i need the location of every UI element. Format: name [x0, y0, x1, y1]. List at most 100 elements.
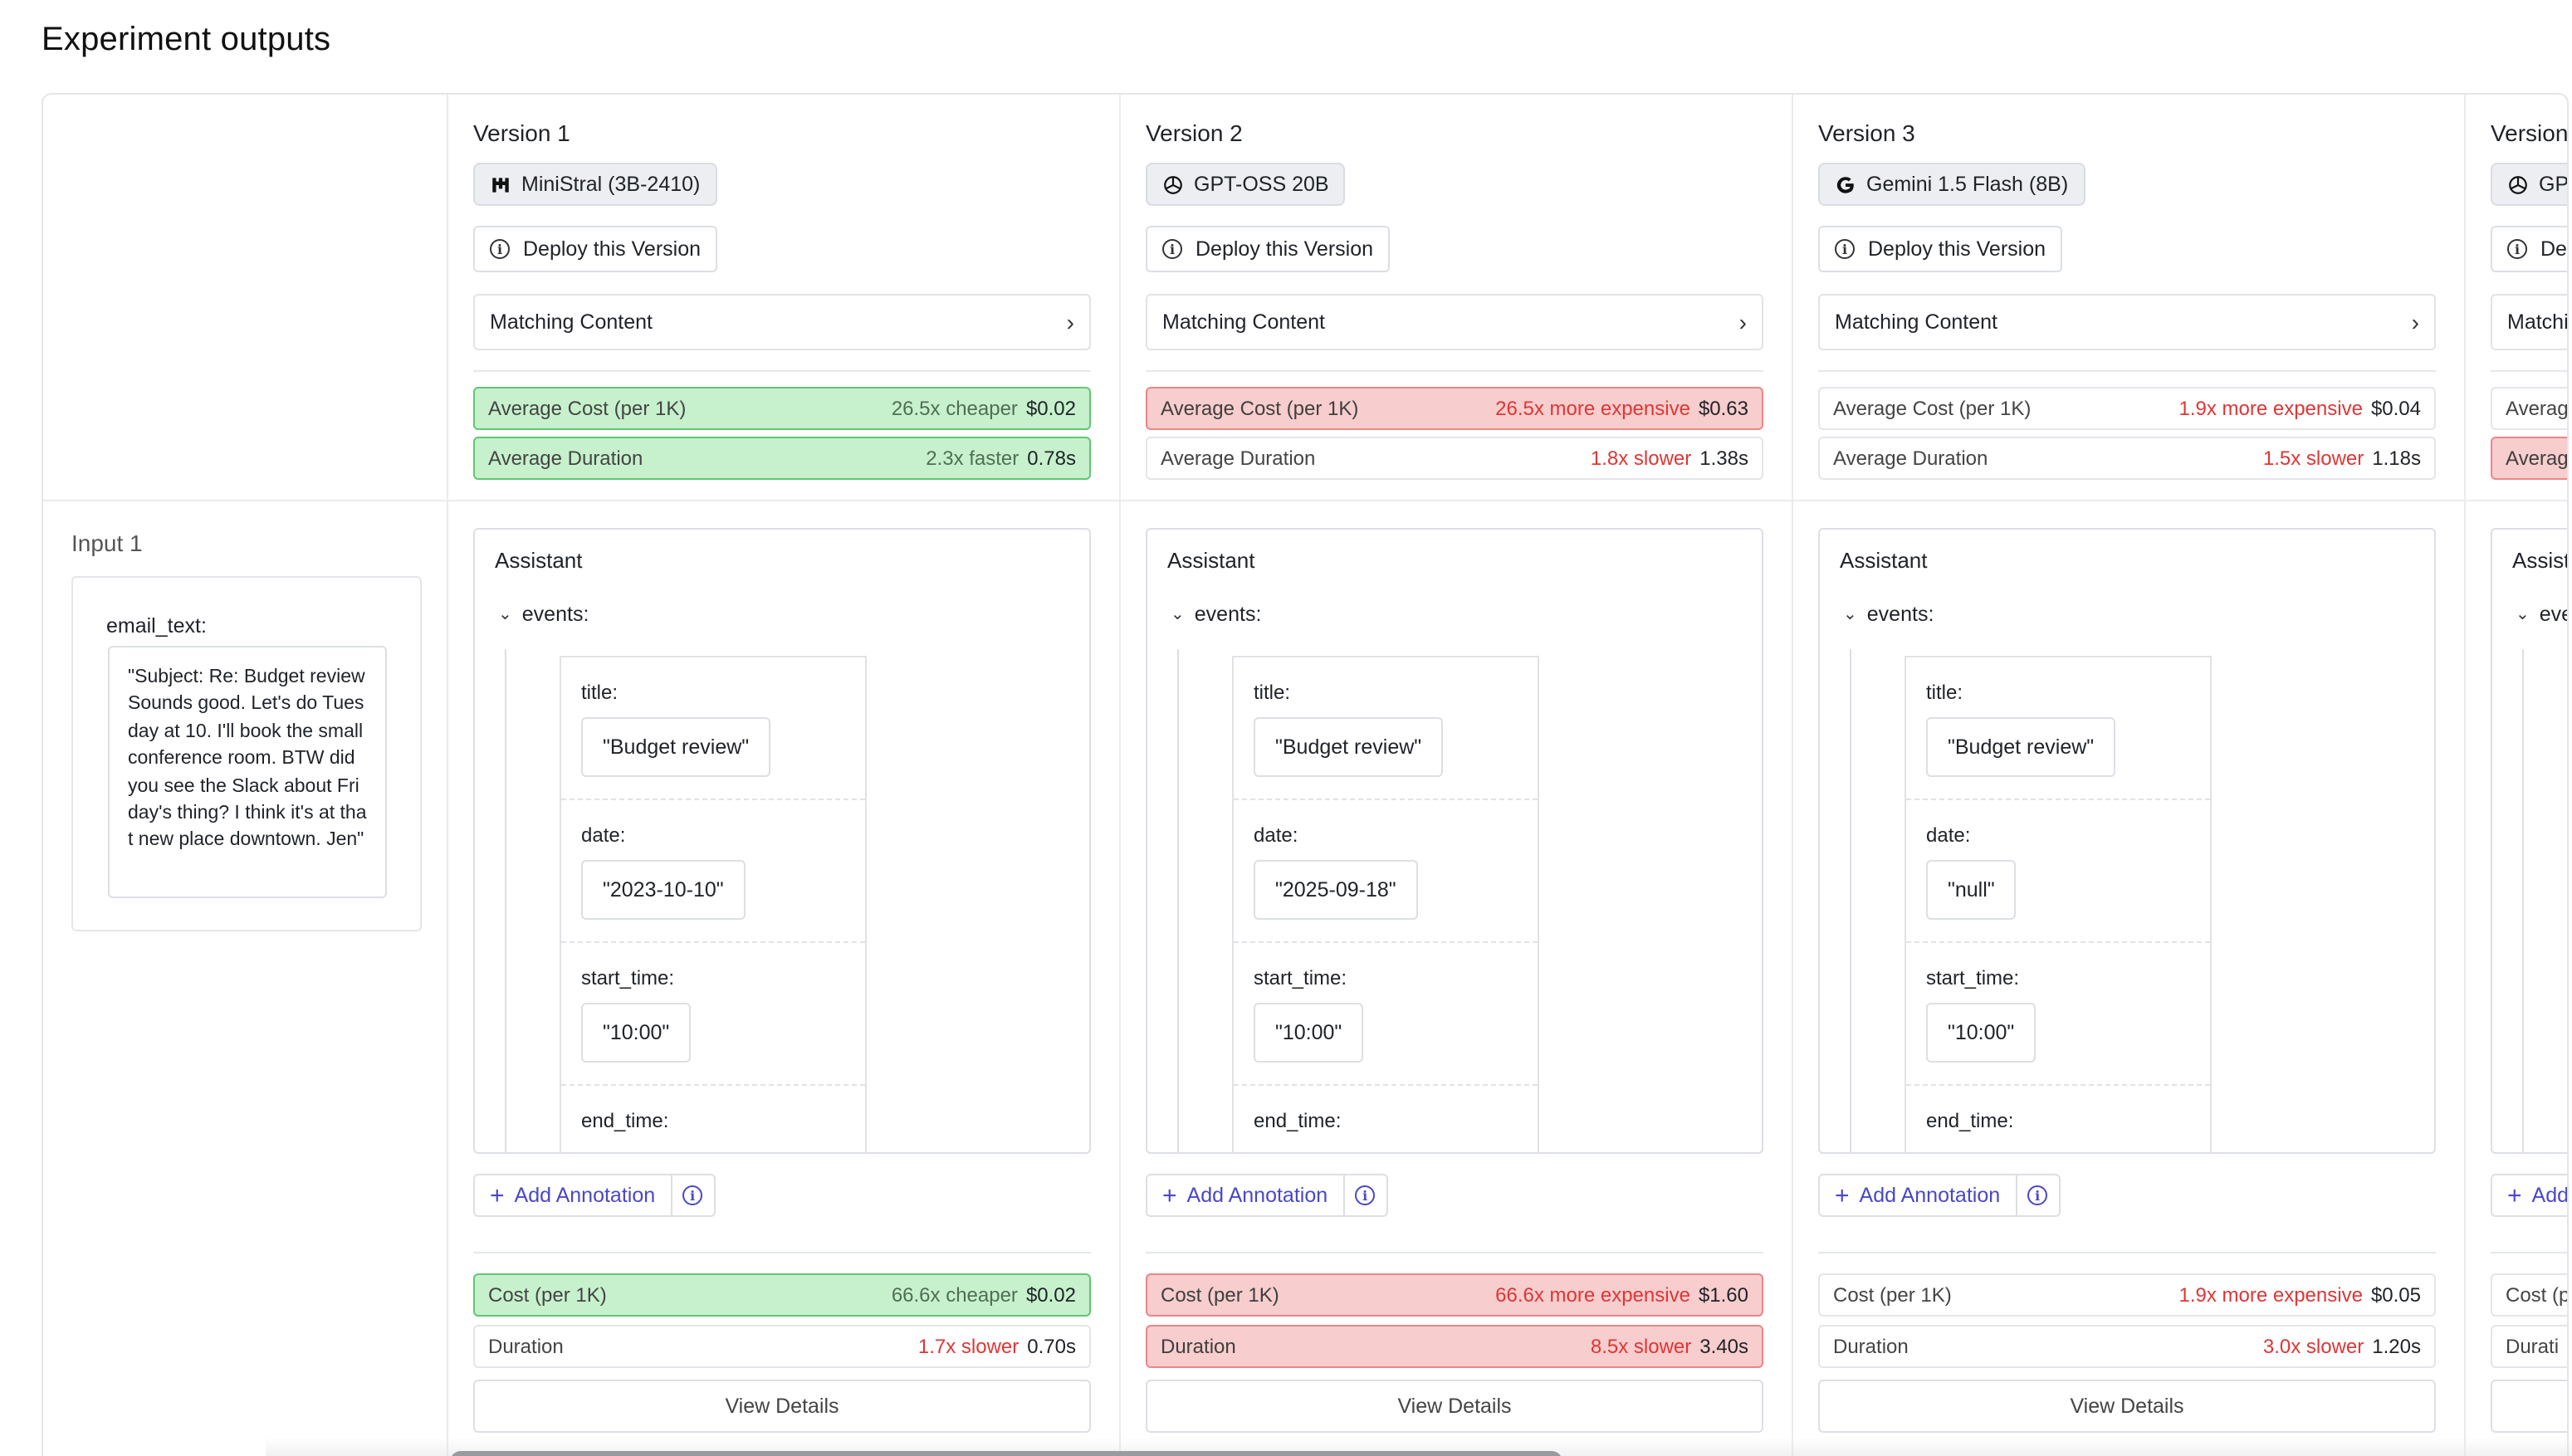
matching-content-button[interactable]: Matchi	[2491, 294, 2567, 350]
duration-comparison: 8.5x slower	[1590, 1335, 1692, 1358]
avg-cost-metric: Average Cost (per 1K) 26.5x more expensi…	[1146, 387, 1763, 430]
events-toggle[interactable]: ⌄ events:	[498, 603, 589, 626]
plus-icon: +	[490, 1181, 505, 1209]
model-badge[interactable]: GPT	[2491, 163, 2567, 206]
field-start-time: start_time: "10:00"	[561, 943, 865, 1086]
field-label: date:	[581, 823, 626, 847]
cost-comparison: 1.9x more expensive	[2178, 1283, 2363, 1307]
events-label: events:	[521, 603, 589, 626]
metric-divider	[1146, 1252, 1763, 1253]
avg-duration-value: 1.38s	[1699, 447, 1748, 470]
version-column-3: Version 3 Gemini 1.5 Flash (8B) i Deploy…	[1793, 95, 2467, 1456]
chevron-down-icon: ⌄	[2516, 605, 2530, 623]
avg-duration-metric: Average Duration 1.8x slower 1.38s	[1146, 437, 1763, 480]
matching-content-button[interactable]: Matching Content ›	[1818, 294, 2436, 350]
matching-content-label: Matching Content	[1162, 310, 1325, 334]
model-name: Gemini 1.5 Flash (8B)	[1866, 173, 2069, 196]
plus-icon: +	[1835, 1181, 1850, 1209]
version-title: Version 2	[1146, 120, 1243, 146]
assistant-card: Assistant ⌄ events: title: "Budget revie…	[1818, 528, 2436, 1154]
field-value: "Budget review"	[581, 717, 771, 777]
duration-metric: Duration 1.7x slower 0.70s	[473, 1325, 1091, 1368]
field-date: date: "2023-10-10"	[561, 800, 865, 943]
chevron-down-icon: ⌄	[1171, 605, 1185, 623]
matching-content-label: Matching Content	[1835, 310, 1997, 334]
view-details-label: View Details	[1397, 1395, 1512, 1418]
view-details-button[interactable]	[2491, 1380, 2567, 1433]
input-key: email_text:	[106, 614, 207, 638]
add-annotation-button[interactable]: + Add Annotation	[1820, 1175, 2015, 1215]
version-title: Version 1	[473, 120, 570, 146]
info-icon: i	[1162, 239, 1182, 259]
column-divider	[447, 95, 448, 1456]
view-details-button[interactable]: View Details	[473, 1380, 1091, 1433]
model-badge[interactable]: GPT-OSS 20B	[1146, 163, 1346, 206]
assistant-label: Assistant	[1167, 548, 1255, 573]
deploy-label: Deploy this Version	[523, 237, 702, 261]
deploy-button[interactable]: i Deploy this Version	[1146, 226, 1391, 272]
cost-value: $1.60	[1698, 1283, 1748, 1307]
tree-line	[2522, 649, 2524, 1152]
plus-icon: +	[2507, 1181, 2522, 1209]
version-title: Version	[2491, 120, 2569, 146]
events-toggle[interactable]: ⌄ events:	[1843, 603, 1934, 626]
matching-content-button[interactable]: Matching Content ›	[473, 294, 1091, 350]
field-start-time: start_time: "10:00"	[1234, 943, 1538, 1086]
column-divider	[1119, 95, 1121, 1456]
field-label: title:	[581, 681, 619, 704]
avg-duration-label: Average Duration	[488, 447, 643, 470]
experiment-grid: Input 1 email_text: "Subject: Re: Budget…	[42, 93, 2569, 1456]
annotation-info-button[interactable]: i	[670, 1175, 713, 1215]
field-label: end_time:	[1926, 1109, 2014, 1132]
events-toggle[interactable]: ⌄ events:	[1171, 603, 1261, 626]
avg-cost-value: $0.63	[1698, 397, 1748, 420]
avg-cost-metric: Average Cost (per 1K) 1.9x more expensiv…	[1818, 387, 2436, 430]
events-toggle[interactable]: ⌄ eve	[2516, 603, 2567, 626]
duration-label: Duration	[488, 1335, 564, 1358]
duration-comparison: 1.7x slower	[917, 1335, 1020, 1358]
add-annotation-button[interactable]: + Add Annotation	[475, 1175, 670, 1215]
avg-cost-comparison: 26.5x more expensive	[1495, 397, 1690, 420]
duration-comparison: 3.0x slower	[2262, 1335, 2364, 1358]
field-title: title: "Budget review"	[1234, 657, 1538, 800]
deploy-button[interactable]: i Deploy this Version	[1818, 226, 2063, 272]
metric-divider	[473, 1252, 1091, 1253]
cost-metric: Cost (per 1K) 66.6x cheaper $0.02	[473, 1273, 1091, 1317]
avg-duration-metric: Averag	[2491, 437, 2567, 480]
deploy-button[interactable]: i Deploy this Version	[473, 226, 718, 272]
model-name: MiniStral (3B-2410)	[521, 173, 701, 196]
horizontal-scrollbar-thumb[interactable]	[450, 1451, 1562, 1456]
field-date: date: "2025-09-18"	[1234, 800, 1538, 943]
events-label: events:	[1866, 603, 1934, 626]
add-annotation-button[interactable]: + Add	[2492, 1175, 2567, 1215]
deploy-button[interactable]: i De	[2491, 226, 2567, 272]
matching-content-label: Matching Content	[490, 310, 653, 334]
annotation-info-button[interactable]: i	[2015, 1175, 2058, 1215]
cost-metric: Cost (per 1K) 66.6x more expensive $1.60	[1146, 1273, 1763, 1317]
deploy-label: Deploy this Version	[1868, 237, 2046, 261]
tree-line	[505, 649, 506, 1152]
model-name: GPT-OSS 20B	[1194, 173, 1329, 196]
avg-cost-label: Average Cost (per 1K)	[1161, 397, 1359, 420]
avg-cost-comparison: 26.5x cheaper	[891, 397, 1018, 420]
view-details-button[interactable]: View Details	[1818, 1380, 2436, 1433]
metric-divider	[1818, 1252, 2436, 1253]
column-divider	[2464, 95, 2466, 1456]
model-badge[interactable]: Gemini 1.5 Flash (8B)	[1818, 163, 2085, 206]
add-annotation-button[interactable]: + Add Annotation	[1147, 1175, 1342, 1215]
cost-comparison: 66.6x cheaper	[891, 1283, 1018, 1307]
field-label: end_time:	[581, 1109, 669, 1132]
model-badge[interactable]: MiniStral (3B-2410)	[473, 163, 717, 206]
event-item: title: "Budget review" date: "2025-09-18…	[1232, 656, 1539, 1152]
avg-duration-value: 1.18s	[2372, 447, 2421, 470]
view-details-label: View Details	[2070, 1395, 2184, 1418]
avg-cost-value: $0.04	[2370, 397, 2421, 420]
field-label: date:	[1254, 823, 1298, 847]
chevron-down-icon: ⌄	[498, 605, 512, 623]
events-label: events:	[1194, 603, 1262, 626]
annotation-info-button[interactable]: i	[1342, 1175, 1386, 1215]
view-details-button[interactable]: View Details	[1146, 1380, 1763, 1433]
metric-divider	[2491, 1252, 2567, 1253]
field-label: end_time:	[1254, 1109, 1342, 1132]
matching-content-button[interactable]: Matching Content ›	[1146, 294, 1763, 350]
